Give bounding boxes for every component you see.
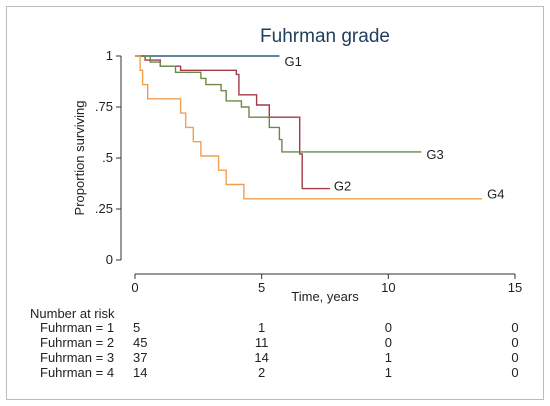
y-axis-title: Proportion surviving	[72, 101, 87, 216]
y-tick-label: .25	[95, 201, 113, 216]
y-tick-label: 1	[106, 48, 113, 63]
risk-count: 0	[385, 320, 392, 335]
survival-curve-g3	[135, 55, 422, 153]
risk-count: 1	[385, 365, 392, 380]
risk-row-label: Fuhrman = 1	[40, 320, 114, 335]
risk-table-heading: Number at risk	[30, 306, 115, 321]
survival-curves	[135, 55, 483, 200]
risk-count: 0	[511, 335, 518, 350]
x-axis-title: Time, years	[291, 289, 359, 304]
risk-count: 1	[258, 320, 265, 335]
curve-label-g4: G4	[487, 187, 504, 202]
survival-curve-g2	[135, 55, 331, 190]
risk-count: 14	[133, 365, 147, 380]
x-tick-label: 0	[131, 280, 138, 295]
risk-count: 37	[133, 350, 147, 365]
y-tick-label: .5	[102, 150, 113, 165]
risk-row-label: Fuhrman = 3	[40, 350, 114, 365]
x-tick-label: 5	[258, 280, 265, 295]
curve-label-g3: G3	[426, 147, 443, 162]
curve-labels: G1 G2 G3 G4	[284, 54, 504, 202]
risk-count: 0	[385, 335, 392, 350]
risk-row-label: Fuhrman = 4	[40, 365, 114, 380]
x-tick-label: 15	[508, 280, 522, 295]
chart-title: Fuhrman grade	[260, 26, 390, 47]
risk-count: 1	[385, 350, 392, 365]
y-tick-label: .75	[95, 99, 113, 114]
risk-count: 0	[511, 350, 518, 365]
risk-count: 5	[133, 320, 140, 335]
risk-count: 14	[254, 350, 268, 365]
risk-count: 0	[511, 365, 518, 380]
risk-count: 2	[258, 365, 265, 380]
risk-row-label: Fuhrman = 2	[40, 335, 114, 350]
risk-count: 45	[133, 335, 147, 350]
survival-curve-g4	[135, 55, 483, 200]
x-tick-label: 10	[381, 280, 395, 295]
curve-label-g1: G1	[284, 54, 301, 69]
curve-label-g2: G2	[334, 179, 351, 194]
chart-frame	[6, 6, 544, 400]
y-tick-label: 0	[106, 252, 113, 267]
risk-count: 0	[511, 320, 518, 335]
risk-count: 11	[255, 335, 269, 350]
